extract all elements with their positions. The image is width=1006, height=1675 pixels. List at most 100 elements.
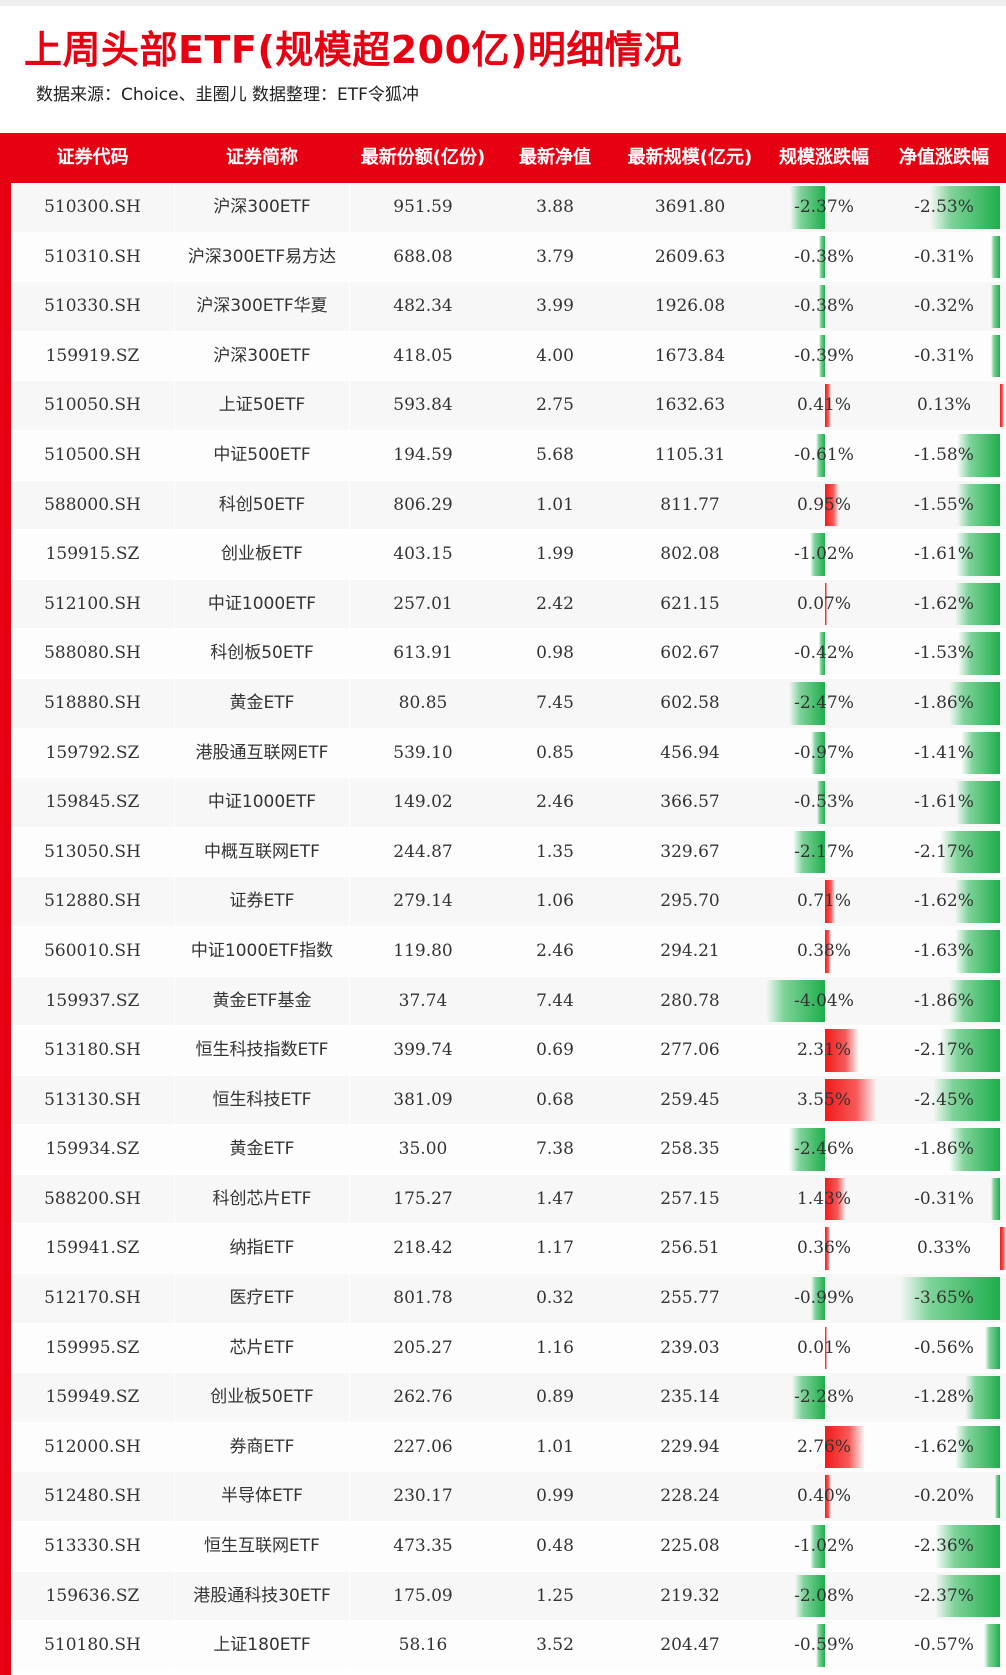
cell-shares: 257.01 — [350, 580, 496, 629]
cell-name: 医疗ETF — [174, 1274, 350, 1323]
cell-aum-text: 255.77 — [660, 1288, 720, 1309]
cell-nav: 3.79 — [496, 233, 614, 282]
cell-aum-text: 2609.63 — [654, 246, 726, 267]
cell-aum-change: -2.08% — [766, 1572, 882, 1621]
cell-name-text: 上证180ETF — [213, 1635, 311, 1656]
cell-nav-change-text: -3.65% — [914, 1288, 974, 1309]
aum-change-bar — [810, 1525, 825, 1568]
cell-code: 159995.SZ — [11, 1324, 174, 1373]
cell-code-text: 159845.SZ — [45, 792, 140, 813]
cell-shares-text: 806.29 — [393, 494, 453, 515]
cell-aum-change: 0.36% — [766, 1224, 882, 1273]
cell-name: 科创50ETF — [174, 480, 350, 530]
cell-code-text: 513050.SH — [44, 841, 141, 862]
cell-shares-text: 37.74 — [398, 990, 448, 1011]
cell-nav: 0.68 — [496, 1076, 614, 1125]
cell-aum-change: 0.40% — [766, 1472, 882, 1521]
nav-change-bar — [991, 1177, 1000, 1221]
nav-change-bar — [984, 1624, 1000, 1667]
cell-name: 科创板50ETF — [174, 629, 350, 678]
cell-aum: 229.94 — [614, 1423, 766, 1472]
cell-nav-change: 0.13% — [882, 381, 1006, 430]
cell-name: 黄金ETF — [174, 1125, 350, 1174]
cell-code: 159919.SZ — [11, 332, 174, 381]
cell-nav-change-text: -2.17% — [914, 1040, 974, 1061]
cell-name: 上证180ETF — [174, 1621, 350, 1670]
cell-name: 中概互联网ETF — [174, 827, 350, 877]
aum-change-bar — [788, 681, 825, 725]
cell-code-text: 159636.SZ — [45, 1585, 140, 1606]
aum-change-bar — [825, 483, 839, 527]
table-row: 159995.SZ 芯片ETF 205.27 1.16 239.03 0.01% -0.56… — [11, 1323, 1006, 1374]
cell-name-text: 证券ETF — [229, 891, 295, 912]
cell-aum-change-text: 0.41% — [796, 395, 851, 416]
cell-nav-change-text: -1.86% — [914, 1139, 974, 1160]
cell-shares-text: 227.06 — [393, 1436, 453, 1457]
cell-nav: 1.16 — [496, 1324, 614, 1373]
cell-aum-text: 802.08 — [660, 544, 720, 565]
cell-code: 588200.SH — [11, 1175, 174, 1224]
cell-shares: 473.35 — [350, 1522, 496, 1571]
cell-code-text: 588080.SH — [44, 643, 141, 664]
cell-nav-change: -2.17% — [882, 828, 1006, 877]
cell-shares-text: 175.27 — [393, 1188, 453, 1209]
cell-nav: 0.99 — [496, 1472, 614, 1521]
aum-change-bar — [825, 1078, 877, 1122]
cell-nav: 0.48 — [496, 1522, 614, 1571]
aum-change-bar — [825, 1326, 827, 1370]
cell-name: 创业板50ETF — [174, 1373, 350, 1422]
nav-change-bar — [957, 483, 1000, 527]
cell-nav-text: 4.00 — [536, 345, 574, 366]
cell-aum: 366.57 — [614, 778, 766, 827]
cell-shares: 279.14 — [350, 877, 496, 926]
cell-nav-text: 1.25 — [536, 1585, 574, 1606]
cell-code-text: 510310.SH — [44, 246, 141, 267]
cell-shares: 381.09 — [350, 1076, 496, 1125]
cell-aum-change: 1.43% — [766, 1175, 882, 1224]
cell-aum-change: -2.46% — [766, 1125, 882, 1174]
cell-nav-text: 5.68 — [536, 444, 574, 465]
table-row: 159636.SZ 港股通科技30ETF 175.09 1.25 219.32 -2.08… — [11, 1571, 1006, 1622]
cell-nav: 1.06 — [496, 877, 614, 926]
cell-aum-text: 602.67 — [660, 643, 720, 664]
cell-nav: 1.35 — [496, 828, 614, 877]
aum-change-bar — [825, 1177, 846, 1221]
cell-nav-text: 1.99 — [536, 544, 574, 565]
cell-aum-change: -0.61% — [766, 431, 882, 480]
table-row: 159845.SZ 中证1000ETF 149.02 2.46 366.57 -0.53%… — [11, 778, 1006, 828]
cell-nav-change-text: -1.55% — [914, 494, 974, 515]
cell-name: 证券ETF — [174, 877, 350, 926]
table-row: 510330.SH 沪深300ETF华夏 482.34 3.99 1926.08 -0.3… — [11, 282, 1006, 332]
cell-name-text: 港股通互联网ETF — [195, 742, 329, 763]
aum-change-bar — [766, 979, 825, 1023]
cell-shares: 399.74 — [350, 1026, 496, 1075]
nav-change-bar — [899, 1277, 1000, 1320]
table-body: 510300.SH 沪深300ETF 951.59 3.88 3691.80 -2.37%… — [11, 183, 1006, 1671]
cell-shares-text: 175.09 — [393, 1585, 453, 1606]
cell-nav-change: -0.20% — [882, 1472, 1006, 1521]
cell-aum-change-text: -2.37% — [794, 197, 854, 217]
cell-shares: 175.09 — [350, 1572, 496, 1621]
cell-aum-change-text: 1.43% — [796, 1188, 851, 1209]
cell-code: 159934.SZ — [11, 1125, 174, 1174]
nav-change-bar — [935, 1525, 1000, 1568]
cell-name: 半导体ETF — [174, 1472, 350, 1522]
cell-name-text: 恒生互联网ETF — [204, 1536, 320, 1557]
cell-aum-change-text: -0.61% — [794, 444, 854, 465]
cell-shares: 35.00 — [350, 1125, 496, 1174]
cell-aum-change: -2.47% — [766, 679, 882, 728]
cell-code-text: 512170.SH — [44, 1288, 141, 1309]
cell-code: 512170.SH — [11, 1274, 174, 1323]
cell-nav-change: -1.86% — [882, 977, 1006, 1026]
cell-code-text: 159915.SZ — [45, 544, 140, 565]
cell-nav-change: -2.45% — [882, 1076, 1006, 1125]
cell-aum: 295.70 — [614, 877, 766, 926]
nav-change-bar — [957, 632, 1000, 675]
cell-aum-change: -2.28% — [766, 1373, 882, 1422]
cell-shares-text: 473.35 — [393, 1536, 453, 1557]
cell-name-text: 科创芯片ETF — [212, 1188, 312, 1209]
cell-name: 创业板ETF — [174, 530, 350, 579]
cell-aum-change: 0.95% — [766, 481, 882, 530]
cell-nav-change: -1.58% — [882, 431, 1006, 480]
cell-aum-change-text: 0.71% — [796, 891, 851, 912]
